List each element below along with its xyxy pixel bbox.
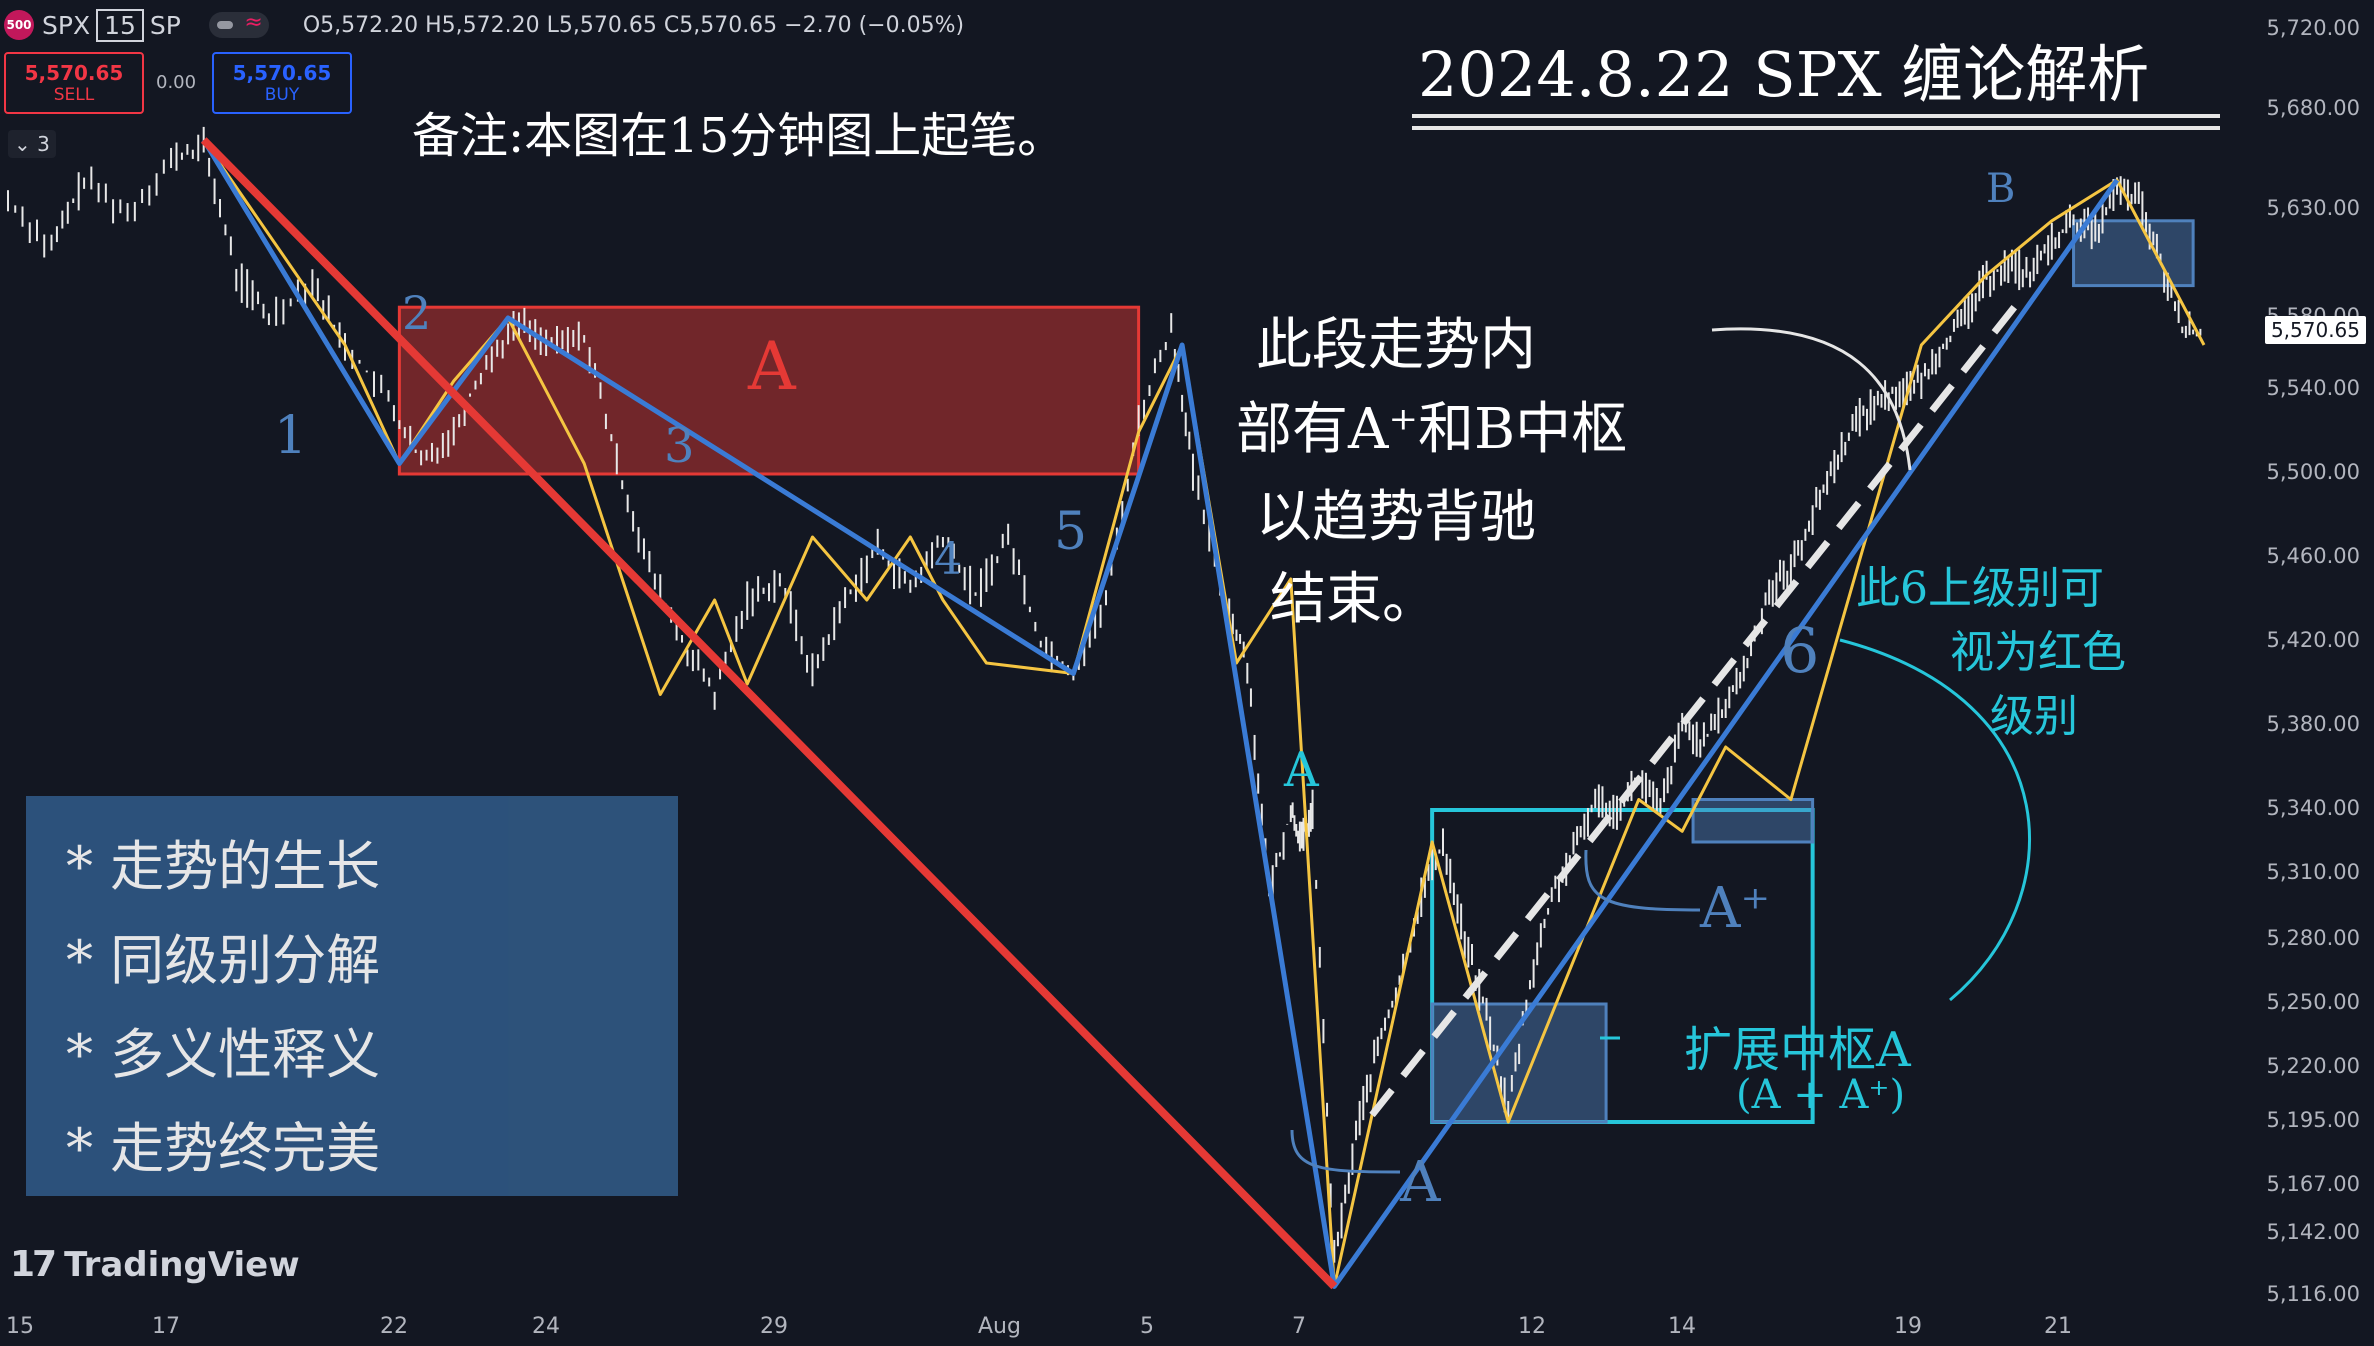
time-tick-label: 21 [2044, 1314, 2072, 1339]
remark-text: 备注:本图在15分钟图上起笔。 [412, 108, 1066, 164]
zone-label-b: B [1986, 166, 2016, 212]
aplus-arrow [1584, 849, 1701, 912]
body-line-2: 部有A⁺和B中枢 [1236, 397, 1628, 462]
time-tick-label: 17 [152, 1314, 180, 1339]
time-tick-label: 22 [380, 1314, 408, 1339]
zone-label-a-cyan: A [1284, 742, 1319, 798]
label-a-plus: A⁺ [1700, 876, 1770, 941]
body-line-3: 以趋势背驰 [1256, 485, 1536, 550]
time-tick-label: 7 [1292, 1314, 1306, 1339]
zone-box [2072, 219, 2195, 288]
time-tick-label: 14 [1668, 1314, 1696, 1339]
lines-layer [200, 137, 2206, 1290]
body-arrow [1711, 327, 1912, 471]
price-tick-label: 5,420.00 [2266, 628, 2360, 652]
price-tick-label: 5,630.00 [2266, 196, 2360, 220]
time-tick-label: 24 [532, 1314, 560, 1339]
buy-button[interactable]: 5,570.65 BUY [212, 52, 352, 114]
tradingview-mark-icon: 17 [10, 1244, 57, 1285]
body-line-1: 此段走势内 [1256, 313, 1536, 378]
exchange-name: SP [149, 10, 181, 40]
buy-label: BUY [264, 85, 300, 105]
zone-label-a-red: A [748, 328, 796, 405]
chart-mode-toggle[interactable] [208, 10, 269, 38]
price-tick-label: 5,540.00 [2266, 376, 2360, 400]
chart-header: 500 SPX 15 SP O5,572.20 H5,572.20 L5,570… [0, 8, 964, 42]
expand-line-2: (A + A⁺) [1736, 1072, 1906, 1118]
symbol-name[interactable]: SPX [42, 10, 91, 40]
level-line-3: 级别 [1990, 691, 2078, 742]
price-tick-label: 5,340.00 [2266, 796, 2360, 820]
stroke-label-2: 2 [402, 286, 432, 340]
price-tick-label: 5,116.00 [2266, 1282, 2360, 1306]
price-tick-label: 5,500.00 [2266, 460, 2360, 484]
price-tick-label: 5,142.00 [2266, 1220, 2360, 1244]
indicator-count: 3 [37, 132, 50, 156]
time-tick-label: 5 [1140, 1314, 1154, 1339]
indicator-toggle[interactable]: ⌄ 3 [8, 130, 56, 158]
note-item: * 走势终完美 [66, 1117, 381, 1180]
strokes-15min-series [202, 139, 2206, 1288]
ohlc-readout: O5,572.20 H5,572.20 L5,570.65 C5,570.65 … [302, 12, 965, 38]
time-tick-label: 29 [760, 1314, 788, 1339]
price-tick-label: 5,380.00 [2266, 712, 2360, 736]
last-price-tag: 5,570.65 [2264, 316, 2366, 344]
spread-value: 0.00 [156, 72, 197, 93]
note-item: * 同级别分解 [66, 929, 381, 992]
price-tick-label: 5,250.00 [2266, 990, 2360, 1014]
symbol-badge[interactable]: 500 [4, 10, 34, 40]
tradingview-logo[interactable]: 17 TradingView [10, 1244, 300, 1285]
price-tick-label: 5,280.00 [2266, 926, 2360, 950]
price-tick-label: 5,460.00 [2266, 544, 2360, 568]
zones-layer [397, 219, 2195, 1124]
time-tick-label: Aug [978, 1314, 1021, 1339]
sell-price: 5,570.65 [24, 61, 124, 85]
note-item: * 多义性释义 [66, 1023, 381, 1086]
price-tick-label: 5,310.00 [2266, 860, 2360, 884]
price-tick-label: 5,680.00 [2266, 96, 2360, 120]
zone-box [1691, 798, 1815, 844]
expand-line-1: 扩展中枢A [1684, 1022, 1911, 1078]
stroke-label-6: 6 [1780, 614, 1820, 687]
level-line-1: 此6上级别可 [1856, 563, 2104, 614]
red-segment-series [200, 137, 1338, 1290]
level-line-2: 视为红色 [1950, 627, 2126, 678]
level-arrow [1839, 638, 2031, 1002]
price-tick-label: 5,195.00 [2266, 1108, 2360, 1132]
zone-box [1430, 808, 1815, 1124]
notes-panel: * 走势的生长 * 同级别分解 * 多义性释义 * 走势终完美 [26, 796, 678, 1196]
stroke-label-5: 5 [1054, 502, 1088, 562]
a-arrow [1290, 1129, 1401, 1174]
deco-layer [1290, 114, 2220, 1174]
stroke-label-3: 3 [664, 418, 695, 474]
sell-label: SELL [53, 85, 95, 105]
chart-title: 2024.8.22 SPX 缠论解析 [1418, 38, 2150, 111]
note-item: * 走势的生长 [66, 835, 381, 898]
body-line-4: 结束。 [1270, 567, 1438, 632]
trend-dashed-line [1369, 297, 2023, 1118]
interval-box[interactable]: 15 [96, 8, 144, 42]
label-a-bottom: A [1400, 1150, 1441, 1215]
stroke-label-4: 4 [934, 534, 962, 585]
brand-name: TradingView [64, 1244, 300, 1285]
price-tick-label: 5,720.00 [2266, 16, 2360, 40]
price-tick-label: 5,220.00 [2266, 1054, 2360, 1078]
price-tick-label: 5,167.00 [2266, 1172, 2360, 1196]
time-tick-label: 12 [1518, 1314, 1546, 1339]
buy-price: 5,570.65 [232, 61, 332, 85]
time-tick-label: 19 [1894, 1314, 1922, 1339]
time-tick-label: 15 [6, 1314, 34, 1339]
stroke-label-1: 1 [274, 406, 308, 466]
zone-box [397, 305, 1141, 476]
sell-button[interactable]: 5,570.65 SELL [4, 52, 144, 114]
